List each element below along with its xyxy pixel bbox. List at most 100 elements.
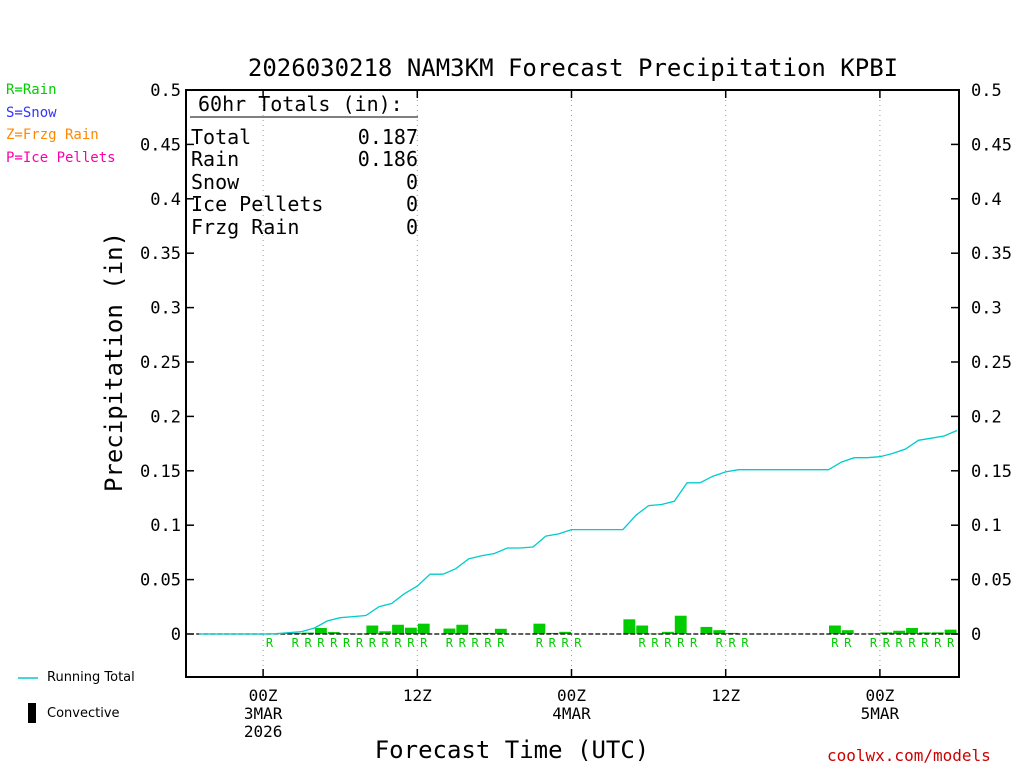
precip-code-label: R [831, 636, 839, 650]
precip-code-label: R [574, 636, 582, 650]
rain-bar [494, 628, 507, 634]
running-total-series [198, 429, 958, 635]
totals-rain-label: Rain [191, 147, 239, 171]
site-watermark: coolwx.com/models [827, 746, 991, 765]
rain-bar [559, 631, 571, 634]
precip-code-label: R [459, 636, 467, 650]
precip-code-label: R [549, 636, 557, 650]
precip-code-label: R [330, 636, 338, 650]
rain-bar [315, 628, 327, 634]
y-tick-label-left: 0.2 [150, 407, 181, 427]
precip-code-label: R [304, 636, 312, 650]
y-tick-label-left: 0.25 [140, 353, 181, 373]
totals-snow-label: Snow [191, 170, 240, 194]
precip-code-label: R [947, 636, 955, 650]
x-tick-label: 2026 [244, 722, 283, 741]
totals-total-label: Total [191, 125, 251, 149]
rain-bar [533, 623, 546, 634]
y-tick-label-left: 0.3 [150, 299, 181, 319]
precip-code-label: R [741, 636, 749, 650]
precip-code-label: R [497, 636, 505, 650]
y-tick-label-right: 0.2 [971, 407, 1002, 427]
x-tick-label: 00Z [865, 686, 894, 705]
rain-bar [469, 632, 482, 634]
y-tick-label-left: 0.4 [150, 190, 181, 210]
rain-bar [893, 630, 906, 634]
precip-code-label: R [921, 636, 929, 650]
precip-code-label: R [420, 636, 428, 650]
precip-code-label: R [484, 636, 492, 650]
rain-bar [944, 629, 957, 634]
y-tick-label-left: 0.15 [140, 462, 181, 482]
precip-code-label: R [690, 636, 698, 650]
running-total-legend-label: Running Total [47, 670, 135, 685]
x-tick-label: 00Z [249, 686, 278, 705]
y-tick-label-left: 0.05 [140, 571, 181, 591]
precip-code-label: R [292, 636, 300, 650]
key-snow: S=Snow [6, 104, 57, 121]
y-tick-label-right: 0.5 [971, 81, 1002, 101]
y-axis-label: Precipitation (in) [100, 232, 128, 492]
y-tick-label-right: 0.25 [971, 353, 1012, 373]
y-tick-label-left: 0.1 [150, 516, 181, 536]
totals-snow-value: 0 [406, 170, 418, 194]
totals-ice-value: 0 [406, 192, 418, 216]
y-tick-label-right: 0.15 [971, 462, 1012, 482]
precip-code-label: R [317, 636, 325, 650]
totals-frzg-label: Frzg Rain [191, 215, 299, 239]
rain-bar [906, 628, 918, 634]
precip-code-label: R [664, 636, 672, 650]
totals-rain-value: 0.186 [358, 147, 418, 171]
precip-code-label: R [407, 636, 415, 650]
y-tick-label-right: 0 [971, 625, 981, 645]
rain-bar [674, 615, 687, 634]
x-tick-label: 5MAR [861, 704, 900, 723]
x-tick-label: 12Z [711, 686, 740, 705]
x-tick-label: 4MAR [552, 704, 591, 723]
rain-bars [263, 615, 957, 635]
y-tick-label-right: 0.35 [971, 244, 1012, 264]
precip-code-label: R [561, 636, 569, 650]
running-total-line [198, 429, 958, 635]
rain-bar [841, 630, 854, 634]
grid-lines [262, 90, 881, 677]
precip-type-key: R=Rain S=Snow Z=Frzg Rain P=Ice Pellets [6, 82, 116, 172]
x-axis-label: Forecast Time (UTC) [375, 736, 650, 764]
precip-code-label: R [266, 636, 274, 650]
key-ice-pellets: P=Ice Pellets [6, 149, 116, 166]
precip-code-label: R [369, 636, 377, 650]
convective-legend-label: Convective [47, 706, 120, 721]
y-tick-label-right: 0.05 [971, 571, 1012, 591]
y-tick-label-left: 0.35 [140, 244, 181, 264]
precip-code-label: R [394, 636, 402, 650]
rain-bar [661, 631, 674, 634]
precip-code-label: R [536, 636, 544, 650]
convective-legend-swatch [28, 703, 36, 723]
totals-heading: 60hr Totals (in): [198, 92, 403, 116]
totals-frzg-value: 0 [406, 215, 418, 239]
y-axis-ticks: 0 00.05 0.050.1 0.10.15 0.150.2 0.20.25 0.250.… [140, 81, 1012, 645]
y-tick-label-right: 0.1 [971, 516, 1002, 536]
rain-bar [392, 624, 404, 634]
rain-bar [623, 619, 636, 634]
precip-code-label: R [934, 636, 942, 650]
precip-code-label: R [472, 636, 480, 650]
rain-bar [713, 630, 726, 634]
precip-code-label: R [729, 636, 737, 650]
x-tick-label: 3MAR [244, 704, 283, 723]
y-tick-label-left: 0.5 [150, 81, 181, 101]
precip-code-label: R [870, 636, 878, 650]
precip-code-label: R [896, 636, 904, 650]
totals-ice-label: Ice Pellets [191, 192, 323, 216]
rain-bar [443, 628, 456, 634]
x-tick-label: 00Z [557, 686, 586, 705]
rain-bar [366, 625, 379, 634]
key-frzg-rain: Z=Frzg Rain [6, 127, 99, 143]
totals-total-value: 0.187 [358, 125, 418, 149]
key-rain: R=Rain [6, 82, 57, 98]
rain-bar [327, 632, 340, 634]
rain-bar [931, 632, 944, 634]
